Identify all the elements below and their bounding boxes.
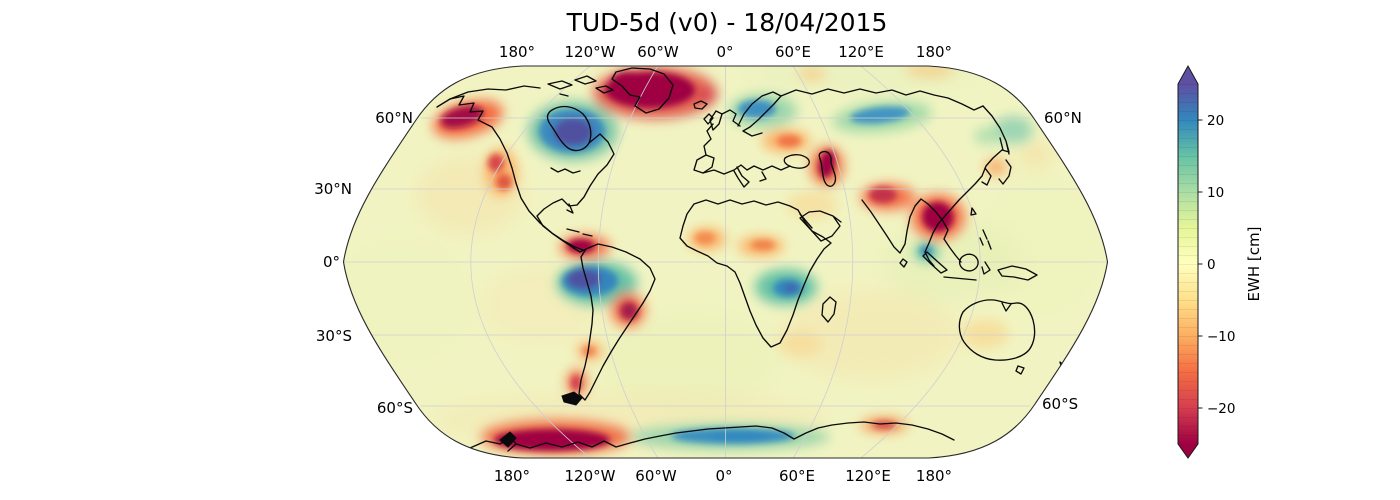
longitude-labels-top: 180° 120°W 60°W 0° 60°E 120°E 180° — [499, 43, 952, 61]
lon-label-bottom-60e: 60°E — [779, 467, 815, 485]
map-plot — [342, 65, 1109, 459]
anomaly-svalbard — [798, 68, 826, 80]
coastline-arctic-canada — [449, 85, 541, 100]
lat-label-right-60s: 60°S — [1042, 395, 1078, 413]
coastline-india — [861, 198, 929, 254]
coastline-arabia — [799, 210, 842, 242]
coastline-france-northsea — [703, 109, 741, 156]
coastline-scandinavia — [737, 91, 782, 137]
lon-label-top-60e: 60°E — [775, 43, 811, 61]
anomaly-okhotsk — [993, 116, 1033, 144]
map-boundary — [342, 65, 1109, 459]
colorbar-level-bands — [1178, 84, 1198, 444]
coastline-tierra-del-fuego — [561, 391, 583, 406]
coastline-canadian-archipelago — [547, 75, 614, 97]
coastline-sulawesi-philippines — [970, 207, 992, 275]
anomaly-field — [432, 66, 1033, 454]
colorbar-outline — [1177, 64, 1199, 459]
coastline-asia-east — [924, 105, 1010, 267]
coastline-sri-lanka — [899, 258, 908, 268]
coastline-asia-north — [780, 88, 984, 111]
coastline-caspian-sea — [818, 150, 837, 187]
lon-label-top-120w: 120°W — [565, 43, 616, 61]
anomaly-australia-west — [961, 319, 1009, 349]
anomaly-ne-china — [974, 127, 1000, 145]
colorbar-axis-label: EWH [cm] — [1245, 227, 1263, 302]
coastline-australia — [958, 299, 1036, 361]
lat-label-left-60s: 60°S — [377, 399, 413, 417]
coastline-italy-greece — [733, 166, 767, 188]
coastline-madagascar — [821, 296, 837, 323]
coastline-caribbean — [566, 228, 593, 237]
coastline-indochina — [927, 203, 962, 263]
figure-title: TUD-5d (v0) - 18/04/2015 — [566, 8, 888, 37]
colorbar-tick-labels: 20 10 0 −10 −20 — [1207, 113, 1236, 417]
anomaly-south-africa — [778, 331, 822, 357]
lat-label-left-30n: 30°N — [314, 180, 352, 198]
coastline-florida — [566, 203, 574, 214]
coastline-uk-ireland — [703, 110, 723, 131]
lon-label-bottom-180w: 180° — [494, 467, 530, 485]
coastline-sumatra-java — [922, 251, 977, 281]
lon-label-bottom-120e: 120°E — [845, 467, 891, 485]
coastline-hudson-bay — [546, 105, 592, 152]
coastline-mediterranean — [702, 164, 791, 175]
colorbar-arrow-bottom — [1178, 444, 1198, 458]
cb-tick-10: 10 — [1207, 185, 1224, 201]
lon-label-top-60w: 60°W — [637, 43, 679, 61]
cb-tick-neg20: −20 — [1207, 401, 1236, 417]
anomaly-arctic-east — [905, 66, 955, 78]
anomaly-korea — [985, 159, 1007, 175]
coastline-north-america-east — [536, 133, 615, 227]
colorbar: 20 10 0 −10 −20 EWH [cm] — [1177, 64, 1263, 459]
lon-label-top-120e: 120°E — [838, 43, 884, 61]
lat-label-left-0: 0° — [323, 253, 340, 271]
longitude-labels-bottom: 180° 120°W 60°W 0° 60°E 120°E 180° — [494, 467, 952, 485]
colorbar-ticks — [1198, 119, 1203, 409]
latitude-labels-left: 60°N 30°N 0° 30°S 60°S — [314, 109, 413, 417]
coastline-borneo — [958, 253, 979, 272]
lon-label-bottom-60w: 60°W — [635, 467, 677, 485]
coastline-south-america — [578, 243, 656, 401]
coastline-great-lakes — [550, 167, 581, 174]
lat-label-left-60n: 60°N — [375, 109, 413, 127]
lon-label-top-180w: 180° — [499, 43, 535, 61]
lat-label-right-60n: 60°N — [1044, 109, 1082, 127]
coastline-africa — [679, 199, 832, 348]
coastline-black-sea — [783, 154, 810, 169]
cb-tick-neg10: −10 — [1207, 329, 1236, 345]
coastline-greenland — [611, 67, 674, 114]
coastline-iceland — [693, 100, 708, 110]
cb-tick-0: 0 — [1207, 257, 1216, 273]
lon-label-bottom-0: 0° — [715, 467, 732, 485]
lon-label-bottom-120w: 120°W — [565, 467, 616, 485]
coastline-korea-japan — [981, 137, 1012, 186]
coastline-antarctic-peninsula — [499, 431, 517, 448]
colorbar-arrow-top — [1178, 66, 1198, 84]
coastline-central-america — [542, 225, 587, 253]
lon-label-top-180e: 180° — [916, 43, 952, 61]
latitude-labels-right: 60°N 60°S — [1042, 109, 1082, 413]
cb-tick-20: 20 — [1207, 113, 1224, 129]
anomaly-iceland — [697, 89, 717, 103]
coastline-new-guinea — [997, 265, 1038, 281]
lat-label-left-30s: 30°S — [316, 327, 352, 345]
lon-label-bottom-180e: 180° — [916, 467, 952, 485]
lon-label-top-0: 0° — [716, 43, 733, 61]
anomaly-cores — [440, 72, 954, 451]
